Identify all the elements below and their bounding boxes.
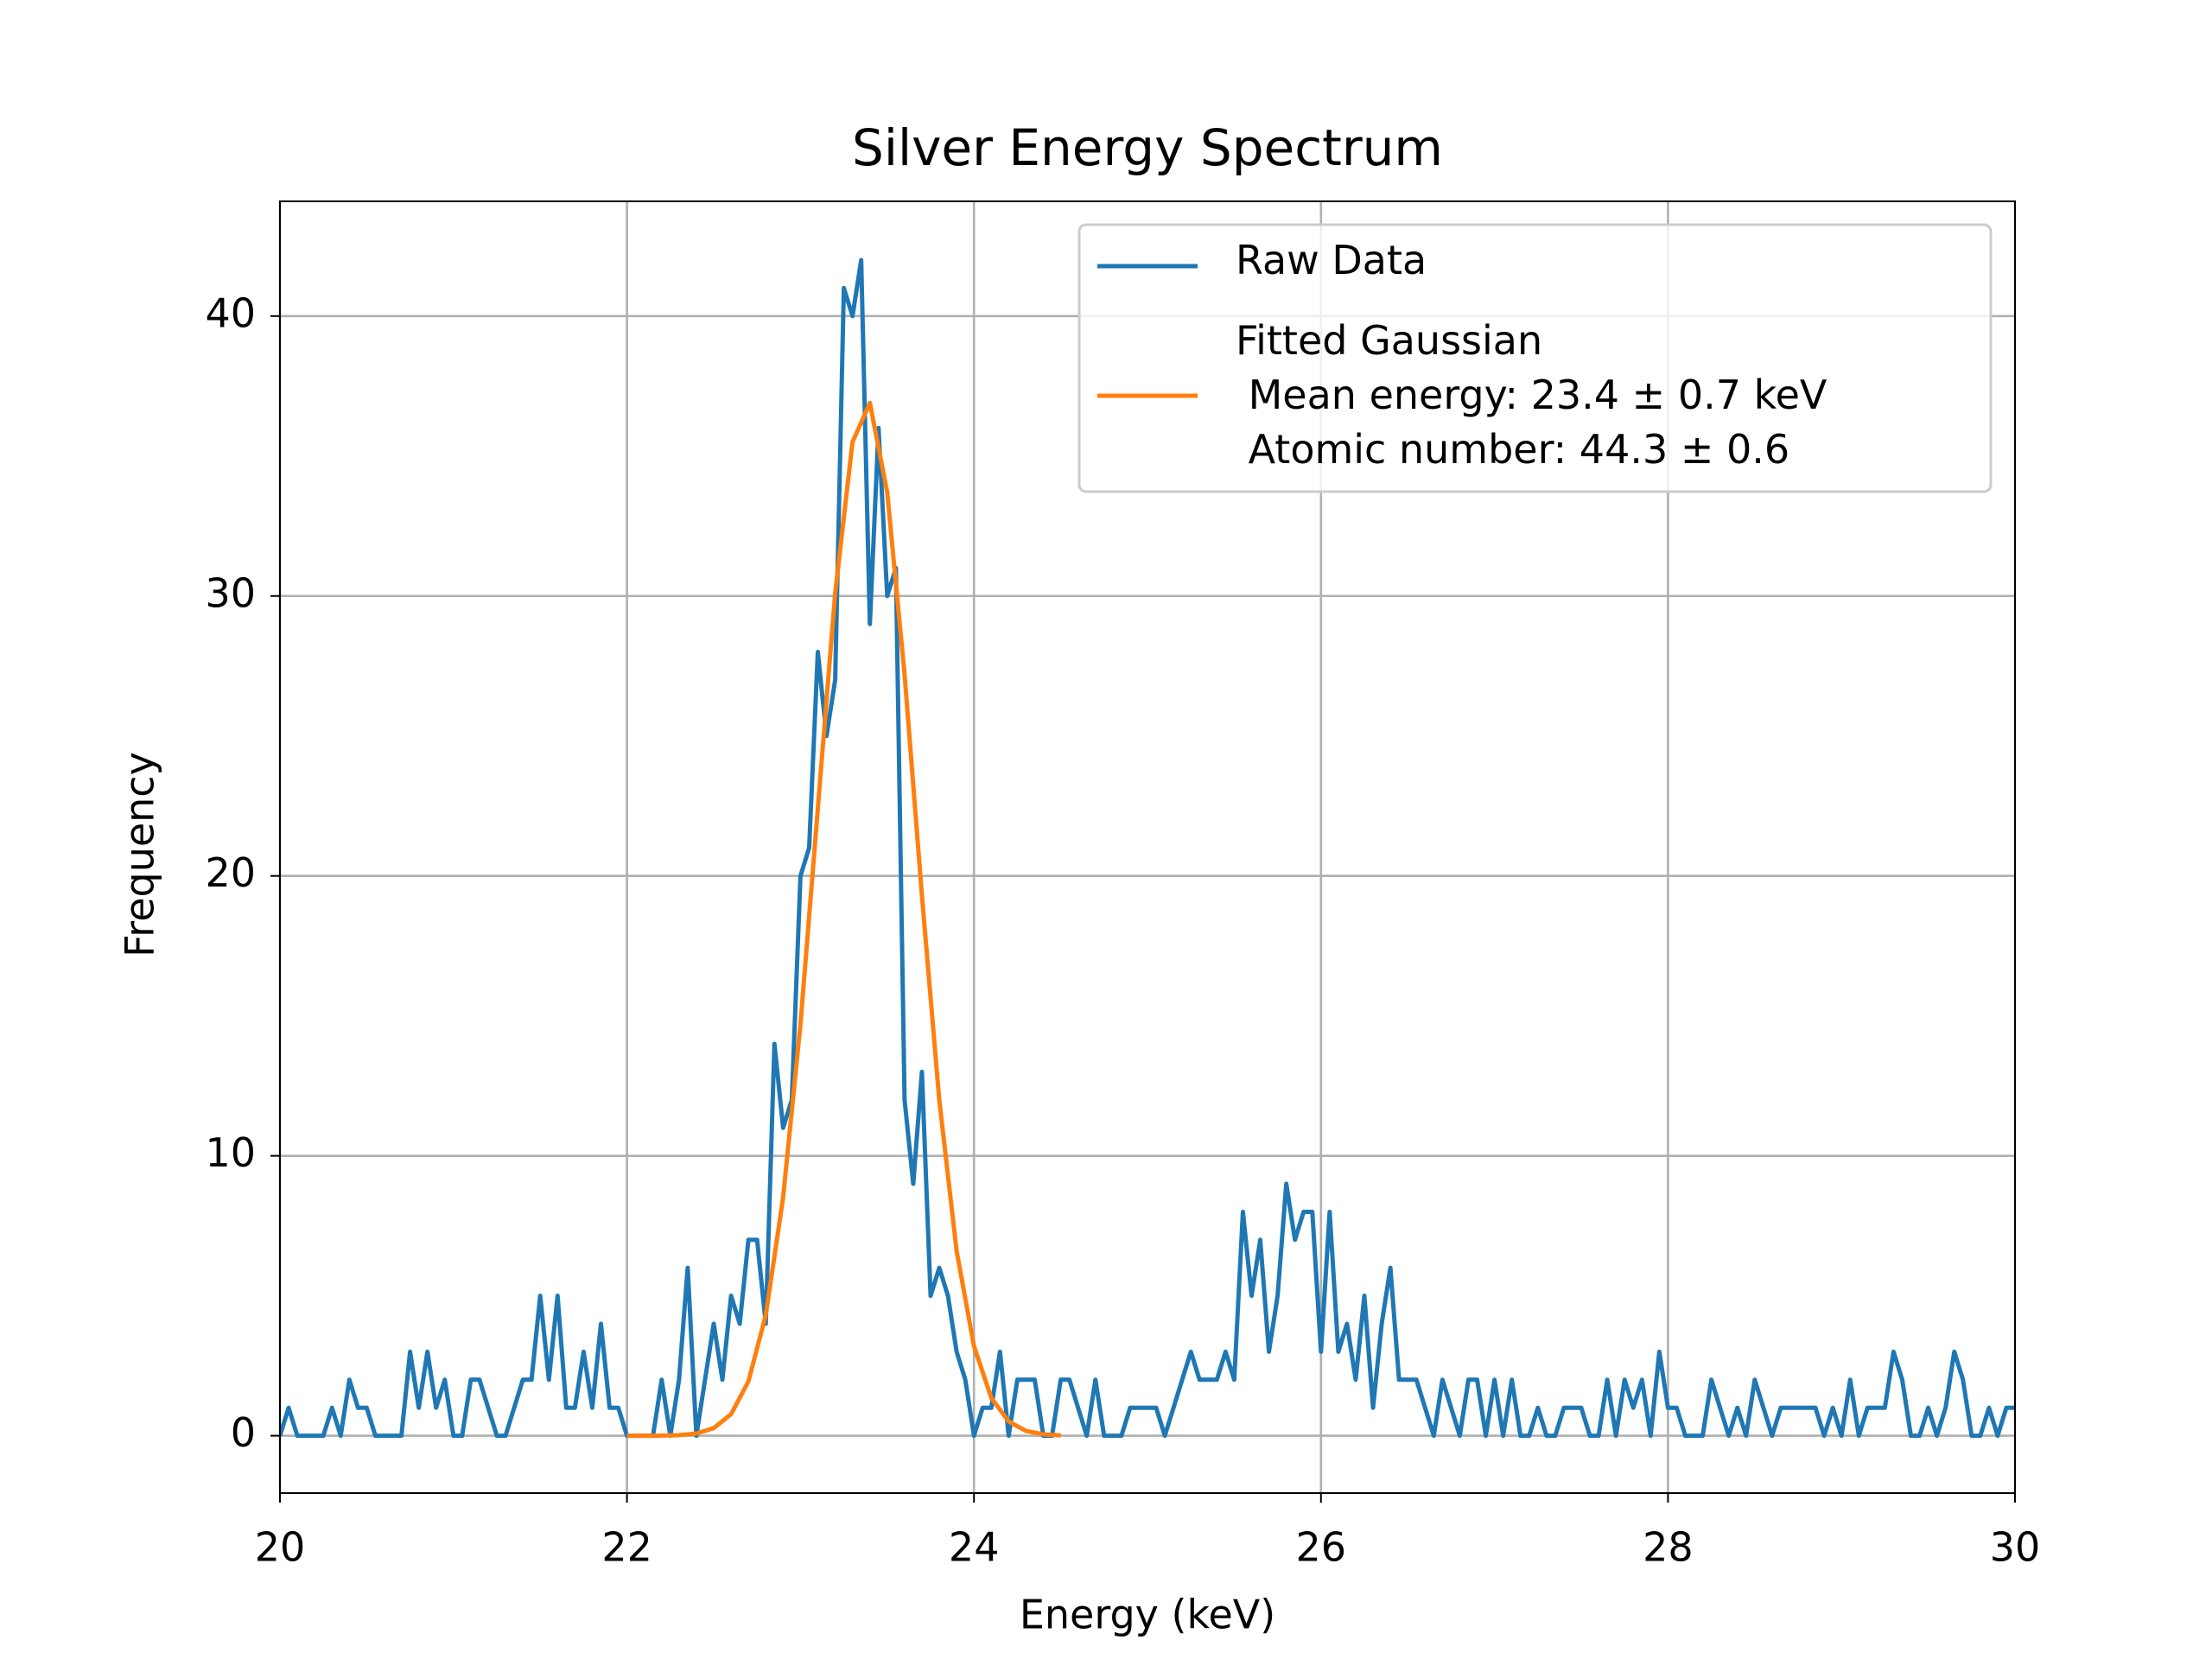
chart-title: Silver Energy Spectrum xyxy=(852,118,1443,177)
y-axis-label: Frequency xyxy=(117,752,163,957)
legend-box xyxy=(1077,223,1993,493)
y-tick-label: 0 xyxy=(231,1409,256,1456)
x-tick-label: 24 xyxy=(949,1524,1000,1571)
legend-label: Raw Data xyxy=(1236,237,1427,283)
series-line xyxy=(280,257,2015,1439)
x-tick-label: 28 xyxy=(1643,1524,1694,1571)
series-line xyxy=(626,400,1061,1439)
x-tick-label: 30 xyxy=(1990,1524,2041,1571)
x-tick-label: 26 xyxy=(1296,1524,1347,1571)
y-tick-label: 40 xyxy=(205,289,256,336)
x-tick-label: 22 xyxy=(601,1524,652,1571)
x-axis-label: Energy (keV) xyxy=(1020,1592,1275,1638)
x-tick-label: 20 xyxy=(255,1524,306,1571)
legend-label: Fitted Gaussian Mean energy: 23.4 ± 0.7 … xyxy=(1236,317,1827,473)
y-tick-label: 30 xyxy=(205,569,256,616)
plot-frame xyxy=(279,200,2016,1494)
y-tick-label: 20 xyxy=(205,849,256,896)
y-tick-label: 10 xyxy=(205,1129,256,1176)
